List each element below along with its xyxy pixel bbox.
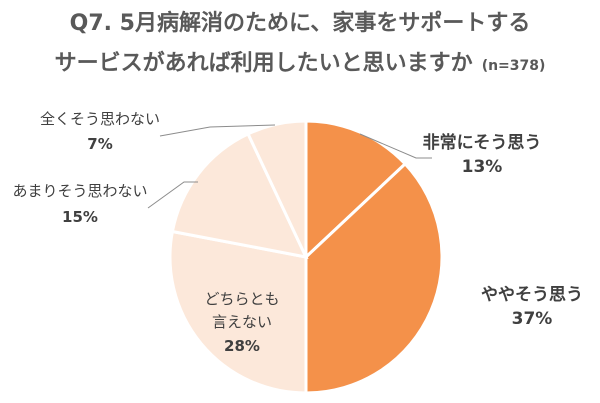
slice-value-very-much: 13% <box>462 157 503 177</box>
leader-lines <box>147 124 432 209</box>
leader-not-really <box>147 181 198 209</box>
slice-value-not-really: 15% <box>62 208 98 226</box>
slice-label-neutral-line-1: どちらとも <box>204 290 279 308</box>
slice-label-very-much: 非常にそう思う <box>423 132 542 153</box>
pie-slice-not-at-all <box>246 119 308 258</box>
slice-value-not-at-all: 7% <box>87 135 112 153</box>
pie-slice-somewhat <box>304 161 444 395</box>
chart-title-line-2: サービスがあれば利用したいと思いますか (n=378) <box>55 50 546 76</box>
pie-slice-not-really <box>170 131 309 260</box>
sample-size-note: (n=378) <box>482 58 546 74</box>
chart-title-line-2-text: サービスがあれば利用したいと思いますか <box>55 50 473 76</box>
pie-slices <box>168 119 444 395</box>
pie-slice-neutral <box>168 229 308 395</box>
pie-slice-very-much <box>304 119 408 261</box>
slice-label-somewhat: ややそう思う <box>481 285 583 305</box>
leader-not-at-all <box>159 124 276 137</box>
leader-very-much <box>359 133 432 159</box>
slice-value-somewhat: 37% <box>512 309 553 329</box>
chart-title-line-1: Q7. 5月病解消のために、家事をサポートする <box>70 10 531 36</box>
slice-label-not-really: あまりそう思わない <box>12 182 147 200</box>
slice-label-not-at-all: 全くそう思わない <box>40 110 160 128</box>
slice-label-neutral-line-2: 言えない <box>212 313 272 331</box>
slice-value-neutral: 28% <box>224 337 260 355</box>
